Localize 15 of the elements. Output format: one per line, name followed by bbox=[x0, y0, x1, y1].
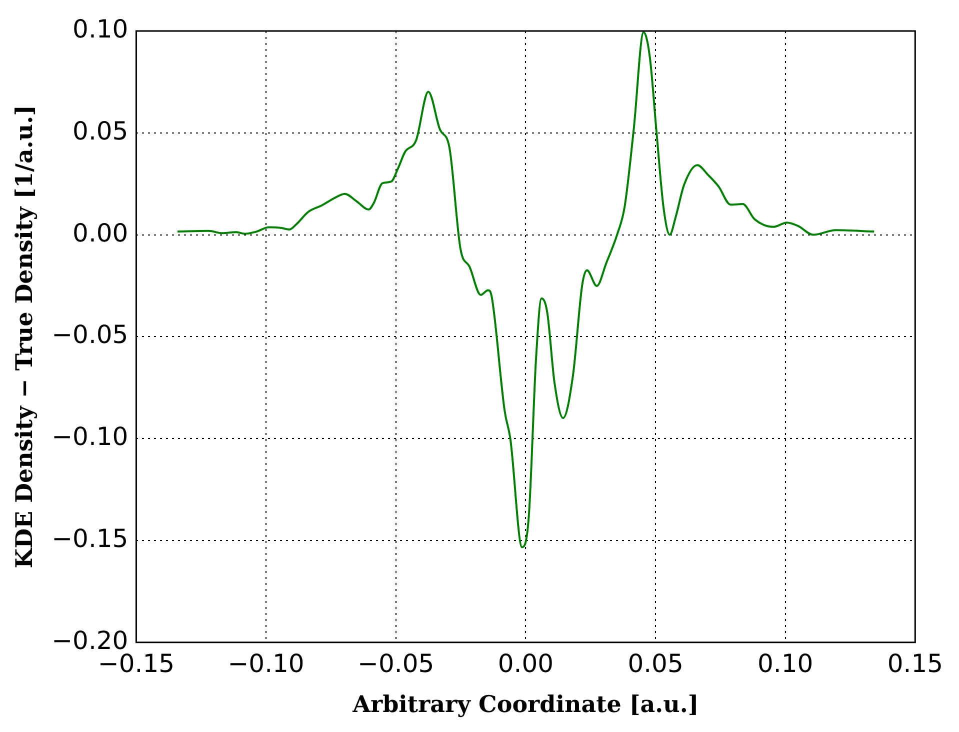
x-tick-label: −0.10 bbox=[228, 648, 304, 678]
x-tick-label: −0.05 bbox=[358, 648, 434, 678]
x-axis-title: Arbitrary Coordinate [a.u.] bbox=[352, 691, 699, 718]
x-tick-label: 0.10 bbox=[758, 648, 814, 678]
x-tick-label: 0.15 bbox=[887, 648, 944, 678]
y-tick-label: 0.10 bbox=[72, 14, 128, 44]
y-tick-label: 0.00 bbox=[72, 218, 128, 248]
y-tick-label: −0.15 bbox=[52, 524, 128, 553]
x-tick-label: 0.05 bbox=[628, 648, 684, 678]
x-tick-label: 0.00 bbox=[498, 648, 554, 678]
y-tick-label: −0.05 bbox=[52, 320, 128, 350]
y-tick-label: 0.05 bbox=[72, 116, 128, 146]
y-axis-title: KDE Density − True Density [1/a.u.] bbox=[10, 104, 38, 568]
y-tick-label: −0.10 bbox=[52, 422, 128, 452]
line-series bbox=[176, 31, 876, 548]
